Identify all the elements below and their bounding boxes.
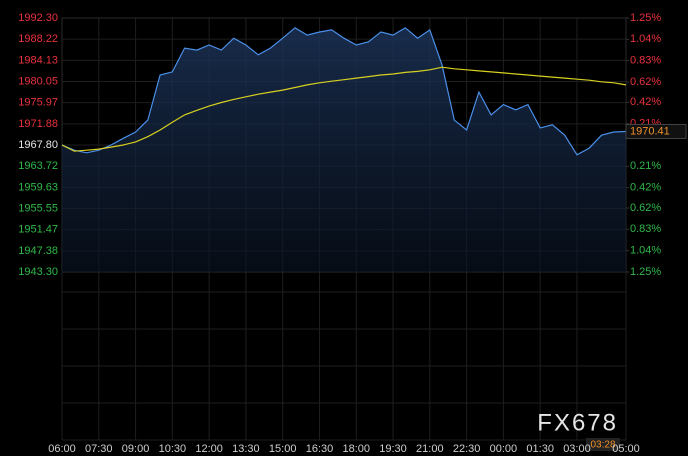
watermark: FX678 <box>537 409 618 436</box>
x-tick-label: 00:00 <box>490 443 518 455</box>
y2-tick-label: 0.42% <box>630 182 661 194</box>
x-tick-label: 06:00 <box>48 443 76 455</box>
last-price-label: 1970.41 <box>630 125 670 137</box>
lower-panel <box>62 291 626 441</box>
y-tick-label: 1971.88 <box>18 118 58 130</box>
last-price-box <box>625 123 687 139</box>
y2-tick-label: 0.62% <box>630 202 661 214</box>
y2-tick-label: 1.25% <box>630 266 661 278</box>
y-tick-label: 1988.22 <box>18 33 58 45</box>
y-tick-label: 1959.63 <box>18 181 58 193</box>
x-tick-label: 15:00 <box>269 443 297 455</box>
x-tick-label: 12:00 <box>195 443 223 455</box>
x-tick-label: 13:30 <box>232 443 260 455</box>
y2-tick-label: 1.04% <box>630 245 661 257</box>
y-tick-label: 1943.30 <box>18 266 58 278</box>
price-area <box>62 27 626 272</box>
x-tick-label: 10:30 <box>159 443 187 455</box>
x-tick-label: 22:30 <box>453 443 481 455</box>
y2-tick-label: 0.83% <box>630 223 661 235</box>
y-tick-label: 1947.38 <box>18 245 58 257</box>
x-tick-label: 09:00 <box>122 443 150 455</box>
y-tick-label: 1963.72 <box>18 160 58 172</box>
x-tick-label: 03:00 <box>563 443 591 455</box>
y2-tick-label: 1.25% <box>630 12 661 24</box>
x-tick-label: 18:00 <box>342 443 370 455</box>
x-tick-label: 16:30 <box>306 443 334 455</box>
price-line <box>61 27 627 156</box>
y2-tick-label: 0.21% <box>630 160 661 172</box>
x-tick-label: 19:30 <box>379 443 407 455</box>
y-tick-label: 1984.13 <box>18 54 58 66</box>
y2-tick-label: 1.04% <box>630 33 661 45</box>
x-tick-label: 07:30 <box>85 443 113 455</box>
x-tick-label: 21:00 <box>416 443 444 455</box>
y2-tick-label: 0.83% <box>630 55 661 67</box>
y-tick-label: 1951.47 <box>18 224 58 236</box>
y2-tick-label: 0.62% <box>630 76 661 88</box>
time-label: 03:28 <box>590 440 615 451</box>
y-tick-label: 1967.80 <box>18 139 58 151</box>
y-tick-label: 1980.05 <box>18 75 58 87</box>
time-label-box <box>586 438 620 451</box>
average-line <box>61 66 627 152</box>
y-tick-label: 1955.55 <box>18 202 58 214</box>
y-tick-label: 1975.97 <box>18 97 58 109</box>
y2-tick-label: 0.42% <box>630 96 661 108</box>
x-tick-label: 05:00 <box>612 443 640 455</box>
x-tick-label: 01:30 <box>526 443 554 455</box>
y-tick-label: 1992.30 <box>18 12 58 24</box>
